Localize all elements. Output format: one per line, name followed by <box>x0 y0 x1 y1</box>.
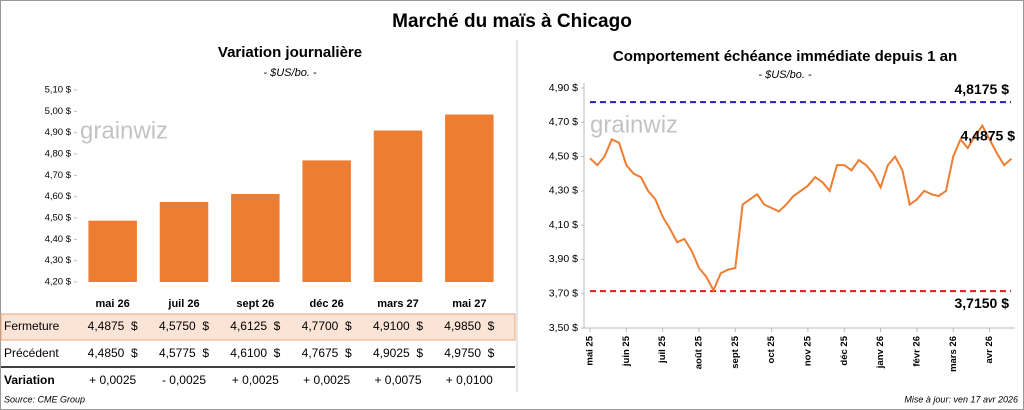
page-title: Marché du maïs à Chicago <box>392 11 632 32</box>
table-cell: 4,9850 $ <box>444 319 494 333</box>
x-tick-label: sept 26 <box>236 298 274 310</box>
table-cell: 4,9100 $ <box>373 319 423 333</box>
chart-title: Variation journalière <box>218 44 362 61</box>
table-cell: 4,4875 $ <box>88 319 138 333</box>
bar <box>88 220 137 282</box>
y-tick-label: 4,40 $ <box>45 234 72 245</box>
y-tick-label: 4,80 $ <box>45 149 72 160</box>
table-cell: 4,9025 $ <box>373 346 423 360</box>
table-cell: 4,6100 $ <box>230 346 280 360</box>
x-tick-label: sept 25 <box>730 335 741 368</box>
row-label: Fermeture <box>4 319 60 333</box>
watermark: grainwiz <box>80 117 168 144</box>
x-tick-label: mai 26 <box>96 298 130 310</box>
x-tick-label: mars 26 <box>948 336 959 372</box>
x-tick-label: avr 26 <box>984 336 995 363</box>
x-tick-label: mars 27 <box>377 298 419 310</box>
y-tick-label: 4,50 $ <box>45 213 72 224</box>
table-cell: 4,5775 $ <box>159 346 209 360</box>
table-cell: + 0,0025 <box>303 373 350 387</box>
x-tick-label: mai 27 <box>452 298 486 310</box>
table-cell: 4,9750 $ <box>444 346 494 360</box>
bar <box>302 160 351 282</box>
source: Source: CME Group <box>4 394 85 404</box>
bar <box>159 202 209 282</box>
x-tick-label: nov 25 <box>802 335 813 366</box>
chart-subtitle: - $US/bo. - <box>758 69 812 81</box>
y-tick-label: 4,90 $ <box>45 127 72 138</box>
reference-label: 3,7150 $ <box>955 295 1010 311</box>
y-tick-label: 4,10 $ <box>549 219 578 231</box>
table-cell: 4,4850 $ <box>88 346 138 360</box>
x-tick-label: août 25 <box>693 335 704 369</box>
bar <box>445 114 494 283</box>
table-cell: + 0,0075 <box>374 373 421 387</box>
watermark: grainwiz <box>590 111 678 138</box>
y-tick-label: 4,50 $ <box>549 150 578 162</box>
x-tick-label: mai 25 <box>585 335 596 365</box>
chart-title: Comportement échéance immédiate depuis 1… <box>613 48 957 65</box>
bar <box>231 194 280 282</box>
table-cell: + 0,0025 <box>89 373 136 387</box>
y-tick-label: 4,20 $ <box>45 277 72 288</box>
x-tick-label: févr 26 <box>911 336 922 367</box>
table-cell: 4,7700 $ <box>302 319 352 333</box>
table-cell: - 0,0025 <box>162 373 206 387</box>
y-tick-label: 4,90 $ <box>549 82 578 94</box>
y-tick-label: 4,60 $ <box>45 191 72 202</box>
table-cell: 4,6125 $ <box>230 319 280 333</box>
y-tick-label: 5,00 $ <box>45 106 72 117</box>
table-cell: 4,5750 $ <box>159 319 209 333</box>
row-label: Précédent <box>4 346 59 360</box>
x-tick-label: janv 26 <box>875 336 886 369</box>
bar <box>373 130 423 282</box>
y-tick-label: 3,50 $ <box>549 322 578 334</box>
chart-subtitle: - $US/bo. - <box>263 67 317 79</box>
row-background <box>0 313 516 341</box>
x-tick-label: juin 25 <box>621 335 632 367</box>
y-tick-label: 4,70 $ <box>549 116 578 128</box>
x-tick-label: juil 25 <box>657 335 668 364</box>
x-tick-label: oct 25 <box>766 335 777 363</box>
y-tick-label: 3,70 $ <box>549 287 578 299</box>
x-tick-label: déc 26 <box>310 298 344 310</box>
table-cell: + 0,0025 <box>232 373 279 387</box>
y-tick-label: 3,90 $ <box>549 253 578 265</box>
y-tick-label: 4,30 $ <box>549 185 578 197</box>
table-cell: 4,7675 $ <box>302 346 352 360</box>
price-line <box>589 123 1013 293</box>
row-label: Variation <box>4 373 55 387</box>
reference-label: 4,8175 $ <box>955 81 1010 97</box>
updated: Mise à jour: ven 17 avr 2026 <box>904 394 1018 404</box>
end-label: 4,4875 $ <box>961 127 1016 143</box>
y-tick-label: 4,30 $ <box>45 255 72 266</box>
table-cell: + 0,0100 <box>446 373 493 387</box>
y-tick-label: 4,70 $ <box>45 170 72 181</box>
x-tick-label: juil 26 <box>167 298 199 310</box>
y-tick-label: 5,10 $ <box>45 85 72 96</box>
x-tick-label: déc 25 <box>839 335 850 365</box>
